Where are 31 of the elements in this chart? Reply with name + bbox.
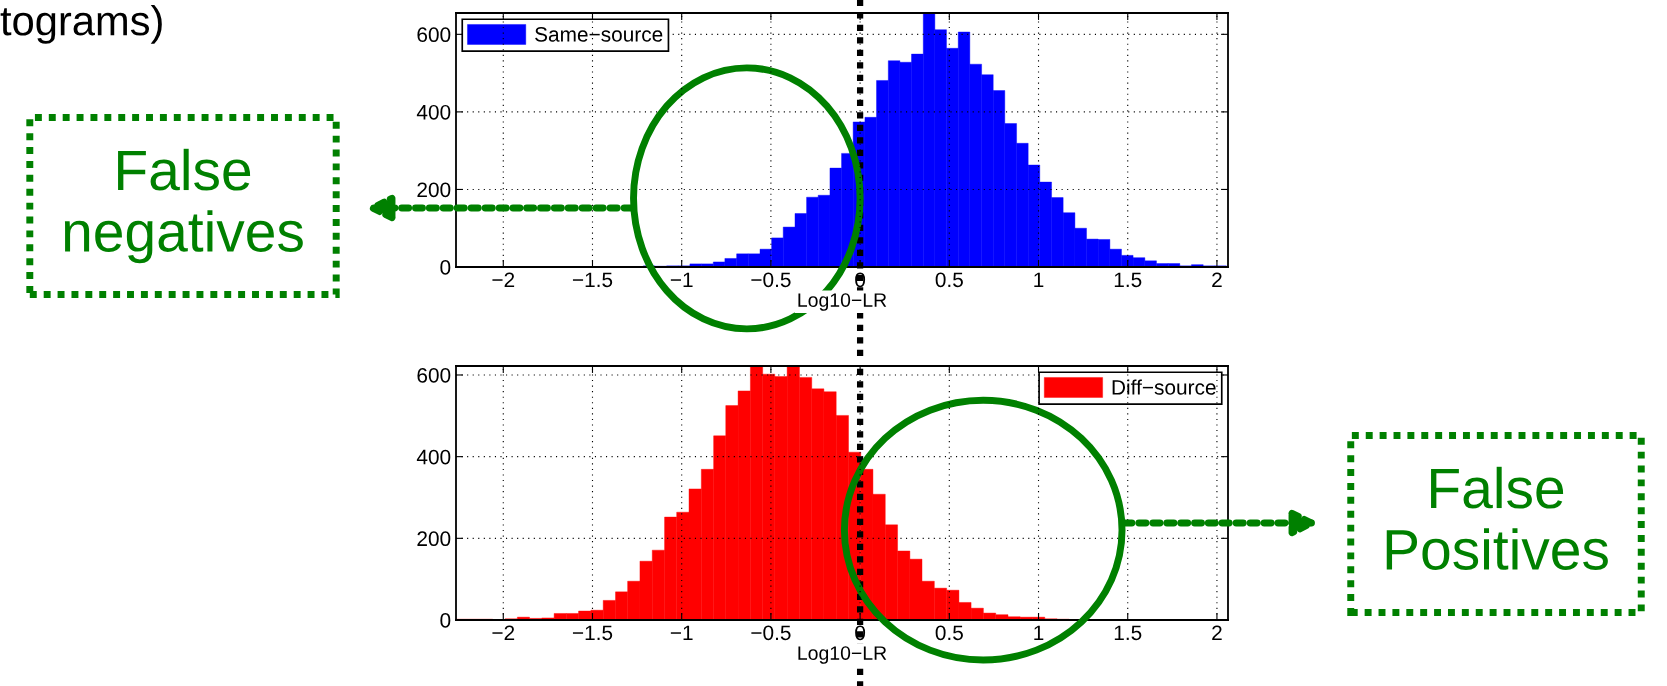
y-tick-label: 400 [416, 104, 451, 120]
x-tick-label: −1.5 [572, 625, 613, 641]
x-tick-label: −1 [670, 272, 693, 287]
x-tick-label: −1.5 [572, 272, 613, 288]
x-axis-title: Log10−LR [798, 293, 887, 311]
x-tick-label: 2 [1212, 625, 1222, 640]
y-tick-label: 600 [417, 367, 451, 383]
x-tick-label: 1.5 [1114, 625, 1142, 641]
x-tick-label: −1 [670, 625, 693, 640]
y-tick-label: 0 [440, 613, 451, 628]
x-tick-label: 0.5 [935, 272, 963, 288]
text: tograms) [0, 5, 162, 44]
x-axis-title: Log10−LR [798, 646, 887, 664]
x-tick-label: 1 [1034, 625, 1044, 640]
y-tick-label: 200 [417, 531, 451, 547]
x-tick-label: −0.5 [751, 272, 791, 288]
y-tick-label: 400 [416, 449, 451, 465]
x-tick-label: 1.5 [1114, 272, 1142, 288]
x-tick-label: −2 [492, 625, 515, 640]
x-tick-label: −0.5 [751, 625, 791, 641]
y-tick-label: 200 [417, 182, 451, 198]
y-tick-label: 600 [417, 27, 451, 43]
text: False negatives [64, 148, 303, 264]
legend-label: Same−source [535, 26, 663, 42]
y-tick-label: 0 [440, 260, 451, 275]
x-tick-label: 0.5 [935, 625, 963, 641]
legend-label: Diff−source [1112, 379, 1216, 395]
x-tick-label: −2 [492, 272, 515, 287]
x-tick-label: 1 [1034, 272, 1044, 287]
text: False Positives [1386, 466, 1608, 570]
x-tick-label: 2 [1212, 272, 1222, 287]
